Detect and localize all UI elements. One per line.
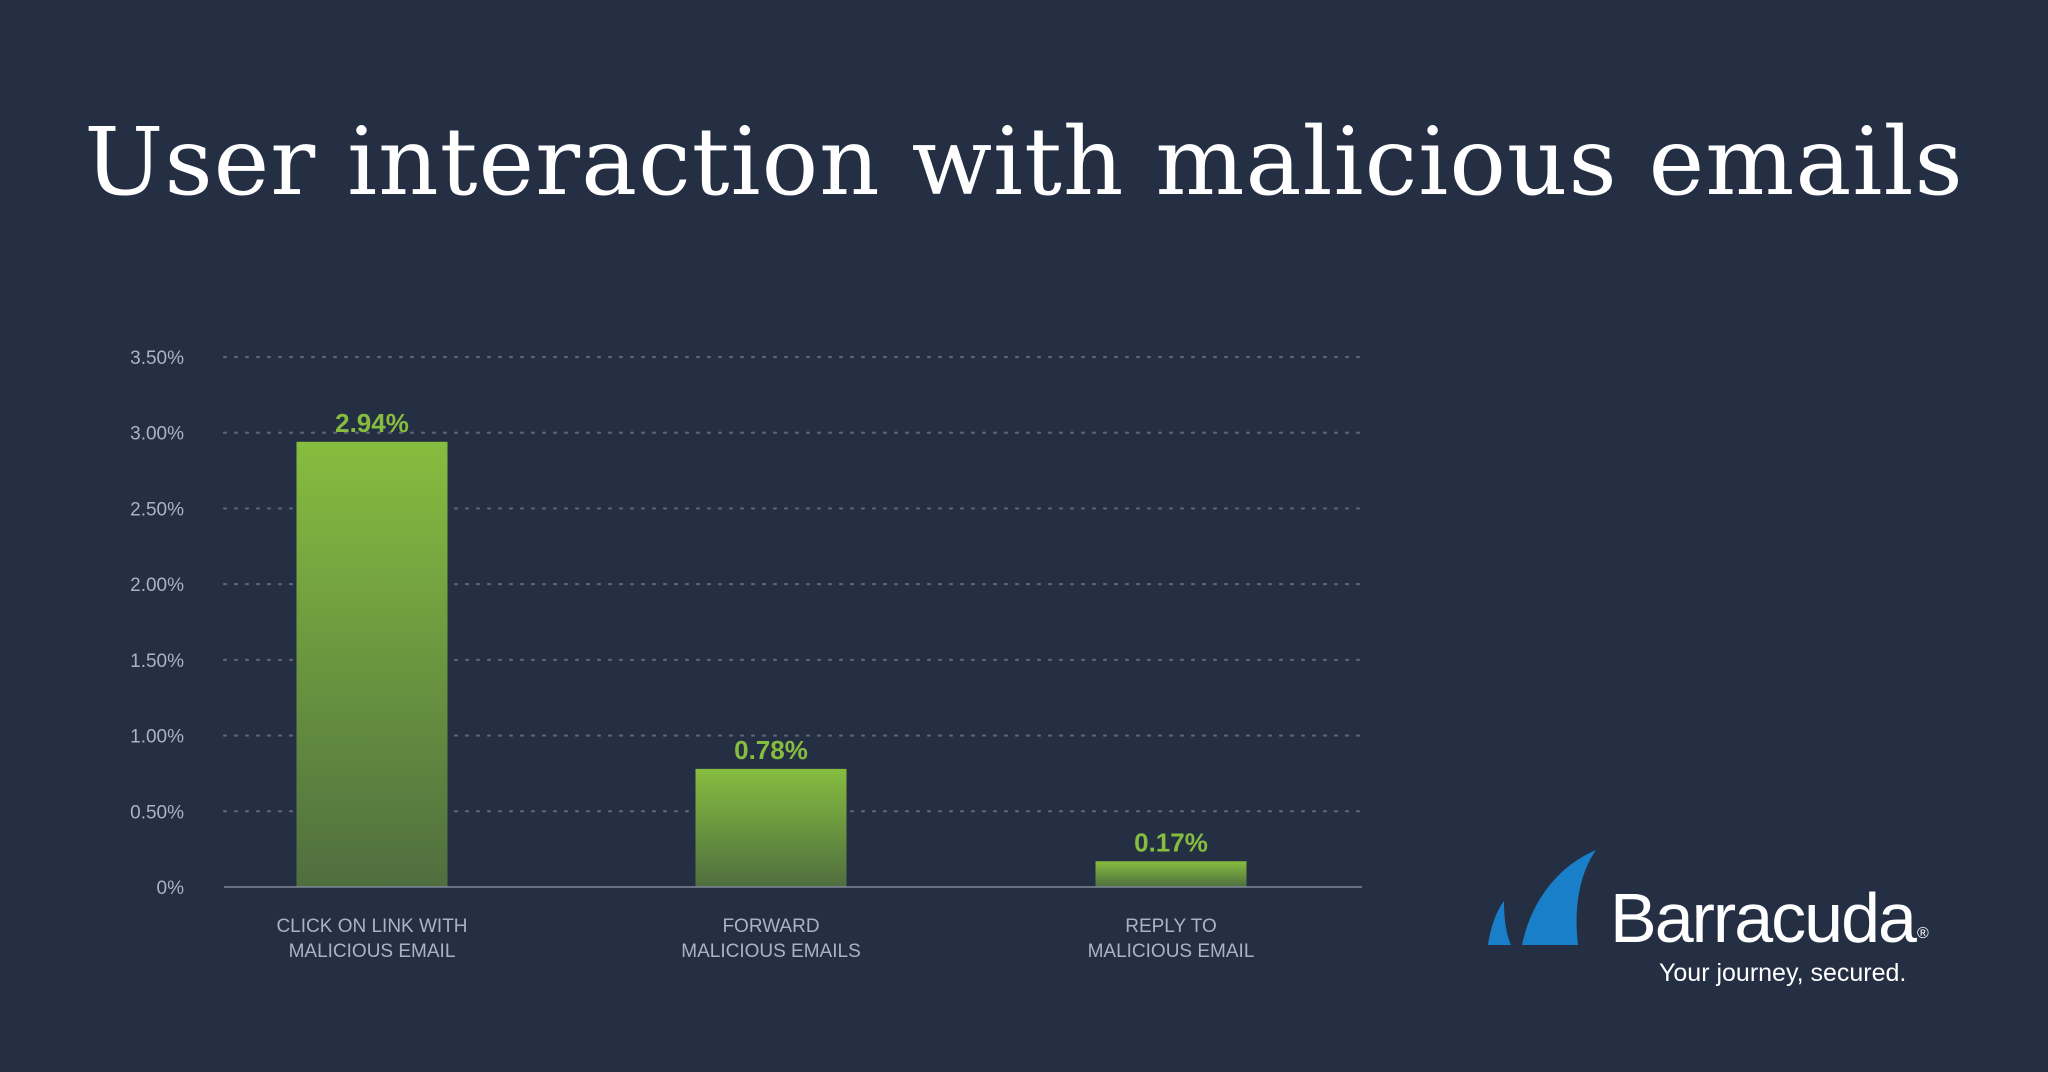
registered-mark: ® [1916, 925, 1929, 942]
bar [296, 441, 448, 887]
y-tick-label: 3.00% [130, 424, 184, 445]
y-tick-label: 1.00% [130, 727, 184, 748]
x-tick-label: CLICK ON LINK WITH MALICIOUS EMAIL [276, 916, 467, 962]
y-tick-label: 1.50% [130, 651, 184, 672]
logo-tagline: Your journey, secured. [1659, 959, 1907, 987]
logo-wordmark: Barracuda ® [1610, 879, 1929, 957]
data-label: 2.94% [335, 408, 409, 438]
x-axis: CLICK ON LINK WITH MALICIOUS EMAIL FORWARD… [224, 886, 1362, 962]
chart-title: User interaction with malicious emails [84, 108, 1964, 217]
barracuda-fin-icon [1488, 850, 1596, 945]
barracuda-logo: Barracuda ® Your journey, secured. [1486, 846, 1929, 987]
bars: 2.94% 0.78% 0.17% [296, 408, 1247, 887]
y-tick-label: 0% [157, 878, 185, 899]
bar [695, 768, 847, 887]
data-label: 0.78% [734, 735, 808, 765]
data-label: 0.17% [1134, 827, 1208, 857]
y-tick-label: 2.00% [130, 575, 184, 596]
y-tick-label: 0.50% [130, 802, 184, 823]
x-tick-label: FORWARD MALICIOUS EMAILS [681, 916, 861, 962]
x-tick-label: REPLY TO MALICIOUS EMAIL [1088, 916, 1255, 962]
y-tick-label: 3.50% [130, 348, 184, 369]
y-tick-label: 2.50% [130, 499, 184, 520]
y-axis: 0% 0.50% 1.00% 1.50% 2.00% 2.50% 3.00% 3.50% [130, 348, 184, 899]
bar [1095, 861, 1247, 887]
